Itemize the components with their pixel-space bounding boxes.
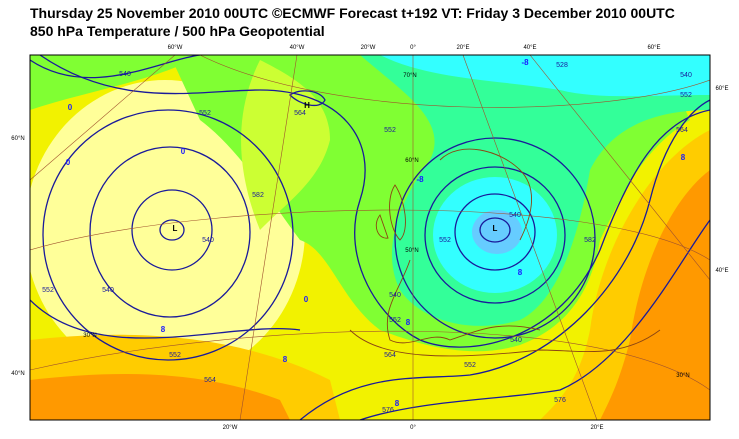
contour-label: 540 xyxy=(119,71,131,78)
temperature-label: 8 xyxy=(283,355,288,364)
contour-label: 528 xyxy=(556,62,568,69)
contour-label: 576 xyxy=(554,397,566,404)
lat-label: 70°N xyxy=(403,73,416,79)
field-orange xyxy=(30,374,290,420)
contour-label: 540 xyxy=(202,237,214,244)
pressure-center: H xyxy=(304,101,310,110)
contour-label: 552 xyxy=(199,110,211,117)
temperature-label: 8 xyxy=(518,268,523,277)
contour-label: 552 xyxy=(439,237,451,244)
contour-label: 540 xyxy=(102,287,114,294)
contour-label: 540 xyxy=(680,72,692,79)
field-lime xyxy=(241,60,330,230)
lon-label: 20°W xyxy=(361,45,376,51)
map-fields xyxy=(30,55,710,420)
geopotential-contours xyxy=(30,55,710,420)
temperature-label: 0 xyxy=(304,295,309,304)
temperature-label: 8 xyxy=(406,318,411,327)
contour-label: 564 xyxy=(676,127,688,134)
lat-label: 60°N xyxy=(405,158,418,164)
lon-label: 60°W xyxy=(168,45,183,51)
contour-label: 540 xyxy=(510,337,522,344)
pressure-center: L xyxy=(173,224,178,233)
temperature-label: 8 xyxy=(681,153,686,162)
lat-label: 60°E xyxy=(715,86,728,92)
contour-label: 552 xyxy=(169,352,181,359)
lon-label: 20°E xyxy=(456,45,469,51)
temperature-label: 0 xyxy=(66,158,71,167)
lat-label: 60°N xyxy=(11,136,24,142)
contour-label: 582 xyxy=(584,237,596,244)
lon-label: 20°E xyxy=(590,425,603,431)
lat-label: 40°E xyxy=(715,268,728,274)
temperature-label: 0 xyxy=(181,147,186,156)
temperature-label: -8 xyxy=(416,175,424,184)
contour-label: 564 xyxy=(204,377,216,384)
contour-label: 564 xyxy=(294,110,306,117)
contour-label: 540 xyxy=(389,292,401,299)
contour-label: 582 xyxy=(252,192,264,199)
contour-label: 540 xyxy=(509,212,521,219)
pressure-center: L xyxy=(493,224,498,233)
lat-label: 40°N xyxy=(11,371,24,377)
contour-label: 552 xyxy=(384,127,396,134)
lon-label: 40°E xyxy=(523,45,536,51)
field-green xyxy=(30,55,200,110)
temperature-label: 0 xyxy=(68,103,73,112)
lon-label: 0° xyxy=(410,45,416,51)
lat-label: 30°N xyxy=(83,333,96,339)
lon-label: 0° xyxy=(410,425,416,431)
map-frame xyxy=(29,54,711,421)
temperature-label: -8 xyxy=(521,58,529,67)
lon-label: 20°W xyxy=(223,425,238,431)
contour-label: 552 xyxy=(42,287,54,294)
field-orange xyxy=(600,170,710,420)
title: Thursday 25 November 2010 00UTC ©ECMWF F… xyxy=(30,5,675,21)
contour-label: 552 xyxy=(464,362,476,369)
temperature-label: 8 xyxy=(395,399,400,408)
contour-label: 552 xyxy=(389,317,401,324)
contour-label: 564 xyxy=(384,352,396,359)
graticule xyxy=(30,55,710,420)
lat-label: 50°N xyxy=(405,248,418,254)
lon-label: 60°E xyxy=(647,45,660,51)
contour-label: 552 xyxy=(680,92,692,99)
lon-label: 40°W xyxy=(290,45,305,51)
field-cyan xyxy=(380,55,710,97)
lat-label: 30°N xyxy=(676,373,689,379)
subtitle: 850 hPa Temperature / 500 hPa Geopotenti… xyxy=(30,23,325,39)
coastlines xyxy=(349,148,661,357)
field-lightyellow xyxy=(30,80,305,380)
contour-label: 576 xyxy=(382,407,394,414)
temperature-label: 8 xyxy=(161,325,166,334)
